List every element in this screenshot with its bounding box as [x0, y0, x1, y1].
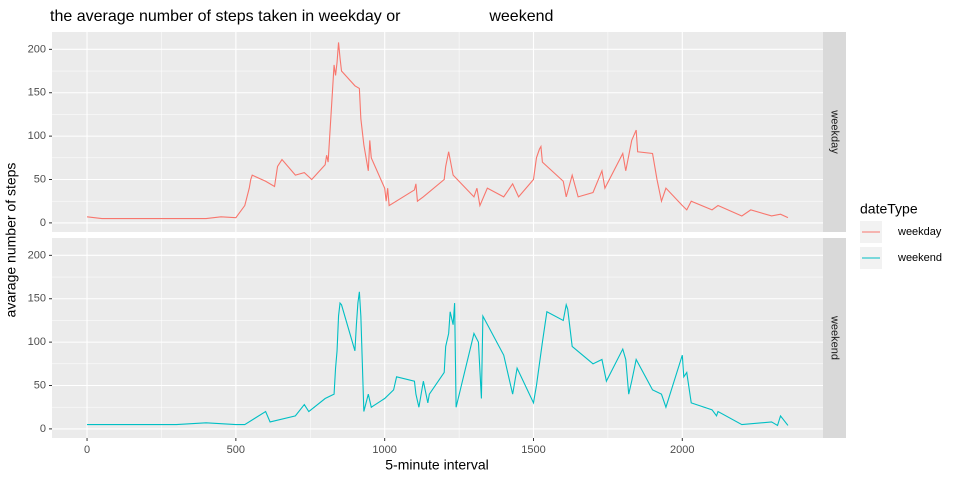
legend-label: weekday	[897, 226, 942, 238]
legend-label: weekend	[897, 252, 942, 264]
y-tick-label: 100	[28, 336, 46, 348]
x-tick-label: 1000	[372, 444, 396, 456]
y-tick-label: 100	[28, 130, 46, 142]
data-line	[86, 42, 789, 220]
data-line	[87, 291, 789, 427]
panel-background	[52, 32, 823, 232]
x-axis-title: 5-minute interval	[385, 457, 489, 473]
y-tick-label: 200	[28, 43, 46, 55]
x-tick-label: 1500	[521, 444, 545, 456]
x-tick-label: 500	[227, 444, 245, 456]
facet-strip	[823, 32, 846, 232]
y-tick-label: 150	[28, 87, 46, 99]
facet-label: weekend	[829, 315, 841, 360]
facet-strip	[823, 238, 846, 438]
x-tick-label: 0	[84, 444, 90, 456]
y-tick-label: 0	[40, 217, 46, 229]
y-tick-label: 50	[34, 379, 46, 391]
chart-title: the average number of steps taken in wee…	[50, 8, 553, 25]
y-tick-label: 50	[34, 173, 46, 185]
y-tick-label: 200	[28, 249, 46, 261]
y-axis-title: avarage number of steps	[3, 163, 19, 318]
facet-label: weekday	[829, 109, 841, 154]
y-tick-label: 0	[40, 423, 46, 435]
legend-title: dateType	[860, 201, 918, 217]
x-tick-label: 2000	[670, 444, 694, 456]
y-tick-label: 150	[28, 293, 46, 305]
panel-background	[52, 238, 823, 438]
